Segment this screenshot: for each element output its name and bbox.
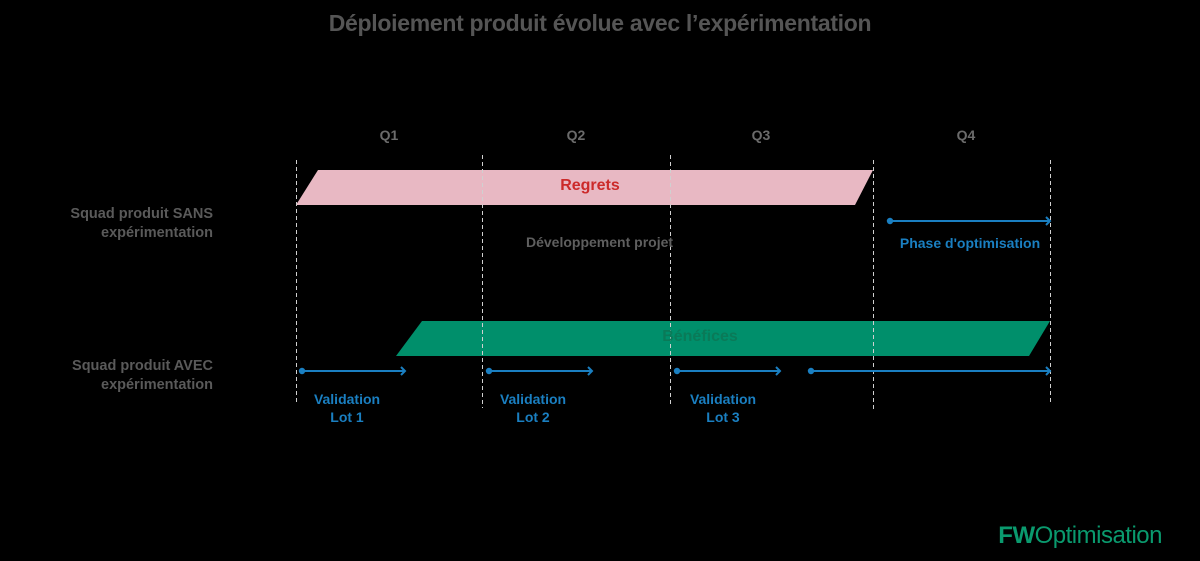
phase-optimisation-label: Phase d'optimisation (899, 235, 1041, 251)
chart-title: Déploiement produit évolue avec l’expéri… (328, 10, 872, 36)
arrows (302, 216, 1052, 376)
quarter-label-q3: Q3 (751, 127, 771, 143)
validation-lot-2-line1: Validation (499, 391, 567, 407)
regrets-label: Regrets (560, 177, 620, 194)
logo-part1: FW (998, 522, 1035, 549)
validation-lot-3-line2: Lot 3 (706, 409, 740, 425)
validation-lot-1: Validation Lot 1 (297, 390, 397, 426)
regrets-bar (296, 170, 873, 205)
row-label-sans-line1: Squad produit SANS (70, 206, 213, 222)
validation-lot-1-line2: Lot 1 (330, 409, 364, 425)
logo-part2: Optimisation (1034, 522, 1163, 549)
quarter-label-q2: Q2 (566, 127, 586, 143)
quarter-label-q1: Q1 (379, 127, 399, 143)
validation-lot-3: Validation Lot 3 (673, 390, 773, 426)
arrow-start-dots (298, 217, 894, 375)
validation-lot-1-line1: Validation (313, 391, 381, 407)
benefices-bar (396, 321, 1050, 356)
validation-lot-3-line1: Validation (689, 391, 757, 407)
developpement-projet-label: Développement projet (526, 234, 674, 250)
row-label-sans: Squad produit SANS expérimentation (0, 205, 213, 243)
quarter-gridlines (296, 155, 1051, 410)
row-label-sans-line2: expérimentation (101, 225, 213, 241)
validation-lot-2: Validation Lot 2 (483, 390, 583, 426)
row-label-avec-line1: Squad produit AVEC (72, 358, 213, 374)
row-label-avec: Squad produit AVEC expérimentation (0, 357, 213, 395)
quarter-label-q4: Q4 (956, 127, 976, 143)
benefices-label: Bénéfices (662, 328, 738, 345)
validation-lot-2-line2: Lot 2 (516, 409, 550, 425)
fwoptimisation-logo: FWOptimisation (998, 522, 1162, 550)
row-label-avec-line2: expérimentation (101, 377, 213, 393)
